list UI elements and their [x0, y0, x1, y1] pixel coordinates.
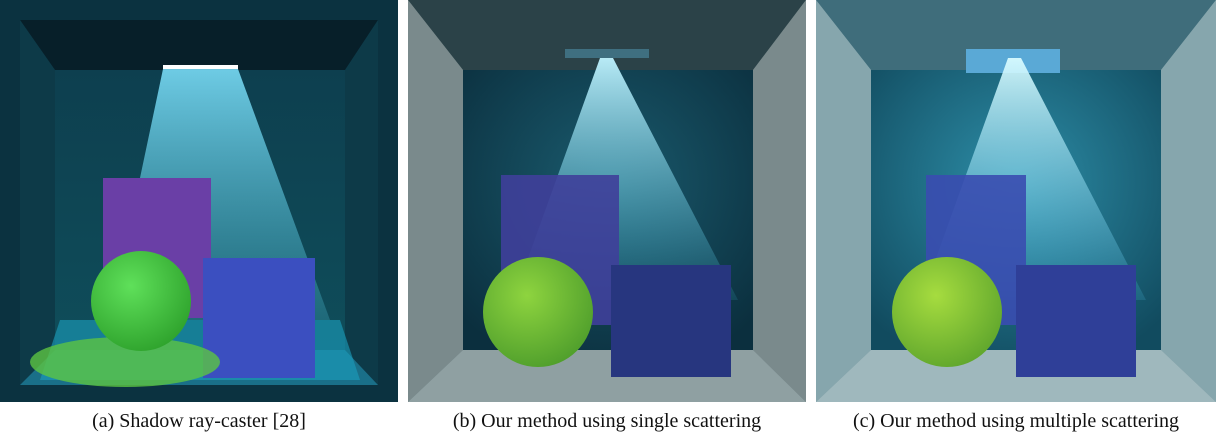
green-sphere — [483, 257, 593, 367]
panel-a-image — [0, 0, 398, 402]
panel-b-image — [408, 0, 806, 402]
panel-b-caption: (b) Our method using single scattering — [452, 410, 762, 432]
light-source — [565, 49, 649, 58]
panel-a-caption: (a) Shadow ray-caster [28] — [92, 410, 306, 432]
green-sphere — [892, 257, 1002, 367]
panel-c-caption: (c) Our method using multiple scattering — [852, 410, 1180, 432]
panel-c-image — [816, 0, 1216, 402]
green-sphere — [91, 251, 191, 351]
blue-box — [611, 265, 731, 377]
blue-box — [1016, 265, 1136, 377]
light-source — [163, 65, 238, 69]
blue-box — [203, 258, 315, 378]
